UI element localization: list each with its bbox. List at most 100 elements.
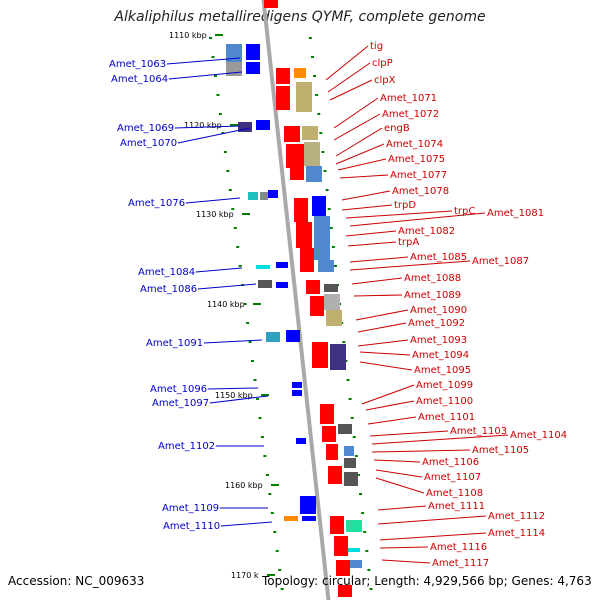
right-gene-label: Amet_1087 (472, 256, 529, 267)
left-gene-label: Amet_1102 (158, 441, 215, 452)
right-connector (333, 113, 381, 141)
right-connector (341, 204, 393, 211)
genome-stats: Topology: circular; Length: 4,929,566 bp… (262, 574, 592, 588)
forward-gene-block (326, 310, 342, 326)
forward-gene-block (346, 520, 362, 532)
forward-gene-block (302, 126, 318, 140)
right-connector (335, 127, 383, 157)
right-gene-label: Amet_1089 (404, 290, 461, 301)
genes-label: Genes: (511, 574, 554, 588)
left-connector (185, 197, 241, 204)
right-gene-label: clpP (372, 58, 393, 69)
reverse-gene-block (284, 516, 298, 521)
accession-value: NC_009633 (75, 574, 145, 588)
reverse-gene-block (260, 192, 268, 200)
right-connector (373, 459, 421, 463)
right-connector (377, 515, 487, 525)
right-gene-label: Amet_1116 (430, 542, 487, 553)
forward-gene-block (338, 585, 352, 597)
right-connector (335, 143, 385, 165)
reverse-gene-block (246, 62, 260, 74)
right-gene-label: Amet_1107 (424, 472, 481, 483)
length-value: 4,929,566 bp; (423, 574, 508, 588)
forward-gene-block (290, 168, 304, 180)
scale-label: 1110 kbp (169, 31, 207, 40)
right-connector (365, 400, 415, 411)
right-gene-label: Amet_1090 (410, 305, 467, 316)
forward-gene-block (312, 342, 328, 368)
forward-gene-block (344, 472, 358, 486)
reverse-gene-block (296, 438, 306, 444)
right-connector (325, 45, 369, 81)
forward-gene-block (344, 458, 356, 468)
right-gene-label: Amet_1085 (410, 252, 467, 263)
length-label: Length: (374, 574, 420, 588)
right-connector (375, 469, 423, 478)
left-gene-label: Amet_1076 (128, 198, 185, 209)
left-gene-label: Amet_1084 (138, 267, 195, 278)
right-connector (367, 416, 417, 425)
right-connector (371, 434, 509, 445)
genome-axis (261, 0, 331, 600)
left-gene-label: Amet_1109 (162, 503, 219, 514)
reverse-gene-block (276, 262, 288, 268)
forward-gene-block (306, 280, 320, 294)
forward-gene-block (336, 560, 350, 576)
forward-gene-block (310, 296, 324, 316)
right-connector (361, 384, 415, 405)
left-connector (203, 339, 263, 344)
right-gene-label: Amet_1105 (472, 445, 529, 456)
right-connector (345, 230, 397, 237)
right-gene-label: clpX (374, 75, 396, 86)
right-connector (349, 212, 486, 227)
scale-label: 1130 kbp (196, 210, 234, 219)
left-connector (195, 267, 243, 273)
right-connector (379, 546, 429, 549)
scale-label: 1120 kbp (184, 121, 222, 130)
genome-title: Alkaliphilus metalliredigens QYMF, compl… (114, 9, 486, 25)
right-connector (351, 277, 403, 285)
right-connector (337, 158, 387, 171)
forward-gene-block (304, 142, 320, 166)
reverse-gene-block (286, 330, 300, 342)
forward-gene-block (330, 516, 344, 534)
scale-label: 1150 kbp (215, 391, 253, 400)
topology-value: circular; (321, 574, 371, 588)
right-gene-label: Amet_1099 (416, 380, 473, 391)
forward-gene-block (338, 424, 352, 434)
topology-label: Topology: (262, 574, 319, 588)
scale-label: 1160 kbp (225, 481, 263, 490)
reverse-gene-block (238, 122, 252, 132)
reverse-gene-block (256, 120, 270, 130)
reverse-gene-block (226, 62, 242, 76)
left-connector (197, 283, 257, 290)
left-gene-label: Amet_1096 (150, 384, 207, 395)
right-gene-label: trpC (454, 206, 475, 217)
forward-gene-block (322, 426, 336, 442)
scale-label: 1140 kbp (207, 300, 245, 309)
left-gene-label: Amet_1063 (109, 59, 166, 70)
right-gene-label: trpA (398, 237, 419, 248)
reverse-gene-block (292, 390, 302, 396)
right-connector (347, 241, 397, 247)
right-gene-label: Amet_1095 (414, 365, 471, 376)
right-connector (339, 174, 389, 179)
reverse-gene-block (300, 496, 316, 514)
reverse-gene-block (248, 192, 258, 200)
reverse-gene-block (276, 282, 288, 288)
forward-gene-block (296, 82, 312, 98)
right-connector (329, 79, 373, 101)
right-connector (379, 532, 487, 541)
left-connector (207, 387, 259, 390)
right-connector (355, 309, 409, 321)
right-connector (327, 62, 371, 93)
forward-gene-block (348, 548, 360, 552)
left-connector (220, 521, 273, 527)
left-gene-label: Amet_1070 (120, 138, 177, 149)
reverse-gene-block (246, 44, 260, 60)
right-gene-label: Amet_1071 (380, 93, 437, 104)
right-connector (349, 256, 409, 263)
left-connector (177, 127, 251, 144)
right-connector (349, 260, 471, 271)
reverse-gene-block (268, 190, 278, 198)
